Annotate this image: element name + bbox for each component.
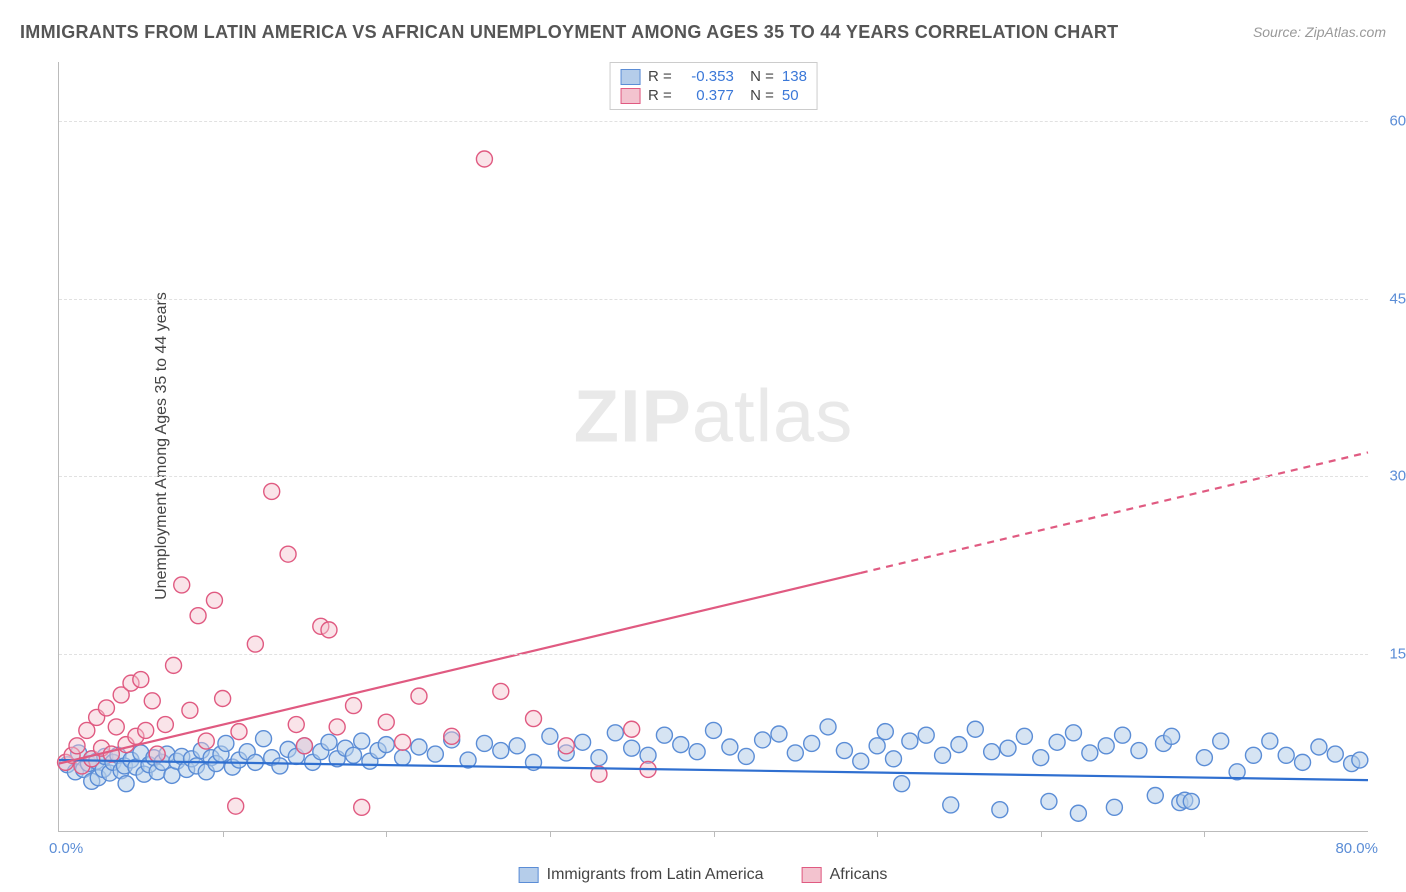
legend-swatch-0 <box>519 867 539 883</box>
x-tick-mark <box>877 831 878 837</box>
y-tick-label: 60.0% <box>1389 113 1406 130</box>
legend-item-1: Africans <box>802 866 888 884</box>
x-tick-mark <box>1204 831 1205 837</box>
y-tick-label: 45.0% <box>1389 290 1406 307</box>
source-attribution: Source: ZipAtlas.com <box>1253 24 1386 40</box>
gridline-h <box>59 654 1368 655</box>
swatch-series-0 <box>620 69 640 85</box>
r-label: R = <box>648 68 672 85</box>
swatch-series-1 <box>620 88 640 104</box>
r-label: R = <box>648 87 672 104</box>
correlation-row-1: R = 0.377 N = 50 <box>620 86 807 105</box>
y-tick-label: 15.0% <box>1389 645 1406 662</box>
n-value-1: 50 <box>782 87 799 104</box>
x-tick-min: 0.0% <box>49 840 83 857</box>
n-value-0: 138 <box>782 68 807 85</box>
chart-title: IMMIGRANTS FROM LATIN AMERICA VS AFRICAN… <box>20 22 1118 43</box>
plot-area: ZIPatlas R = -0.353 N = 138 R = 0.377 N … <box>58 62 1368 832</box>
gridline-h <box>59 121 1368 122</box>
x-tick-mark <box>550 831 551 837</box>
legend-swatch-1 <box>802 867 822 883</box>
r-value-1: 0.377 <box>680 87 734 104</box>
correlation-row-0: R = -0.353 N = 138 <box>620 67 807 86</box>
gridline-h <box>59 299 1368 300</box>
x-tick-mark <box>1041 831 1042 837</box>
chart-svg <box>59 62 1368 831</box>
legend-label-1: Africans <box>830 866 888 884</box>
x-tick-mark <box>714 831 715 837</box>
y-tick-label: 30.0% <box>1389 468 1406 485</box>
legend-label-0: Immigrants from Latin America <box>547 866 764 884</box>
legend-item-0: Immigrants from Latin America <box>519 866 764 884</box>
x-tick-max: 80.0% <box>1335 840 1378 857</box>
bottom-legend: Immigrants from Latin America Africans <box>519 866 888 884</box>
x-tick-mark <box>386 831 387 837</box>
gridline-h <box>59 476 1368 477</box>
n-label: N = <box>742 68 774 85</box>
r-value-0: -0.353 <box>680 68 734 85</box>
correlation-box: R = -0.353 N = 138 R = 0.377 N = 50 <box>609 62 818 110</box>
x-tick-mark <box>223 831 224 837</box>
n-label: N = <box>742 87 774 104</box>
